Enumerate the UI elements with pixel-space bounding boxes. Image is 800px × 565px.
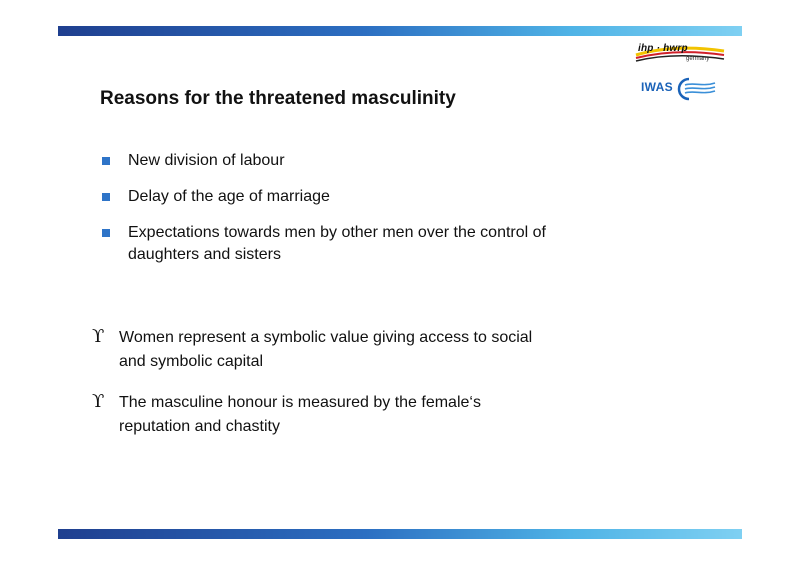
ihp-swoosh-icon [635, 46, 725, 62]
bullet-line: daughters and sisters [128, 246, 281, 263]
bullet-item: Delay of the age of marriage [102, 186, 662, 208]
bullet-line: Delay of the age of marriage [128, 188, 330, 205]
upsilon-bullet-list: ϒ Women represent a symbolic value givin… [92, 326, 652, 456]
ihp-logo-subtext: germany [686, 56, 710, 62]
ihp-hwrp-logo: ihp · hwrp germany [630, 42, 726, 70]
iwas-logo-text: IWAS [641, 80, 673, 94]
square-bullet-icon [102, 193, 110, 201]
ihp-logo-text: ihp · hwrp [638, 43, 688, 54]
bullet-line: The masculine honour is measured by the … [119, 394, 481, 411]
square-bullet-icon [102, 157, 110, 165]
bullet-item: Expectations towards men by other men ov… [102, 222, 662, 266]
slide-title: Reasons for the threatened masculinity [100, 88, 456, 109]
bullet-line: Expectations towards men by other men ov… [128, 224, 546, 241]
bullet-line: New division of labour [128, 152, 285, 169]
bullet-item: ϒ Women represent a symbolic value givin… [92, 326, 652, 374]
iwas-wave-icon [677, 77, 716, 101]
bullet-line: Women represent a symbolic value giving … [119, 329, 533, 346]
iwas-logo: IWAS [640, 76, 720, 102]
bullet-line: and symbolic capital [119, 353, 264, 370]
bullet-item: ϒ The masculine honour is measured by th… [92, 391, 652, 439]
bullet-line: reputation and chastity [119, 418, 280, 435]
top-gradient-bar [58, 26, 742, 36]
bullet-item: New division of labour [102, 150, 662, 172]
square-bullet-list: New division of labour Delay of the age … [102, 150, 662, 280]
bottom-gradient-bar [58, 529, 742, 539]
square-bullet-icon [102, 229, 110, 237]
upsilon-bullet-icon: ϒ [92, 391, 105, 412]
upsilon-bullet-icon: ϒ [92, 326, 105, 347]
